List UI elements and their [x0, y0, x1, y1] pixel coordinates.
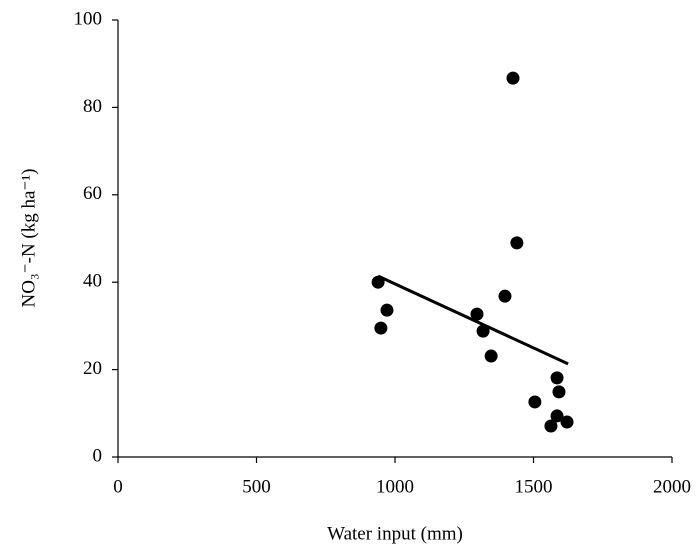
- data-point: [476, 324, 490, 338]
- data-point: [528, 395, 542, 409]
- data-point: [550, 409, 564, 423]
- data-point: [544, 419, 558, 433]
- data-point: [560, 415, 574, 429]
- x-tick-label: 0: [113, 476, 123, 497]
- data-point: [498, 289, 512, 303]
- y-axis-label: NO₃⁻-N (kg ha⁻¹): [18, 169, 39, 308]
- x-tick-label: 1500: [515, 476, 553, 497]
- x-tick-label: 1000: [376, 476, 414, 497]
- data-point: [470, 307, 484, 321]
- y-tick-label: 80: [83, 96, 102, 117]
- data-point: [506, 71, 520, 85]
- x-axis-label: Water input (mm): [327, 523, 463, 544]
- data-point: [484, 349, 498, 363]
- trend-line: [377, 274, 569, 366]
- y-tick-label: 20: [83, 358, 102, 379]
- y-tick-label: 60: [83, 183, 102, 204]
- data-point: [374, 321, 388, 335]
- y-tick-label: 40: [83, 271, 102, 292]
- data-point: [510, 236, 524, 250]
- data-point: [550, 371, 564, 385]
- x-tick-label: 500: [242, 476, 271, 497]
- data-point: [552, 385, 566, 399]
- y-tick-label: 0: [93, 445, 103, 466]
- x-tick-label: 2000: [653, 476, 691, 497]
- y-tick-label: 100: [74, 8, 103, 29]
- data-point: [380, 303, 394, 317]
